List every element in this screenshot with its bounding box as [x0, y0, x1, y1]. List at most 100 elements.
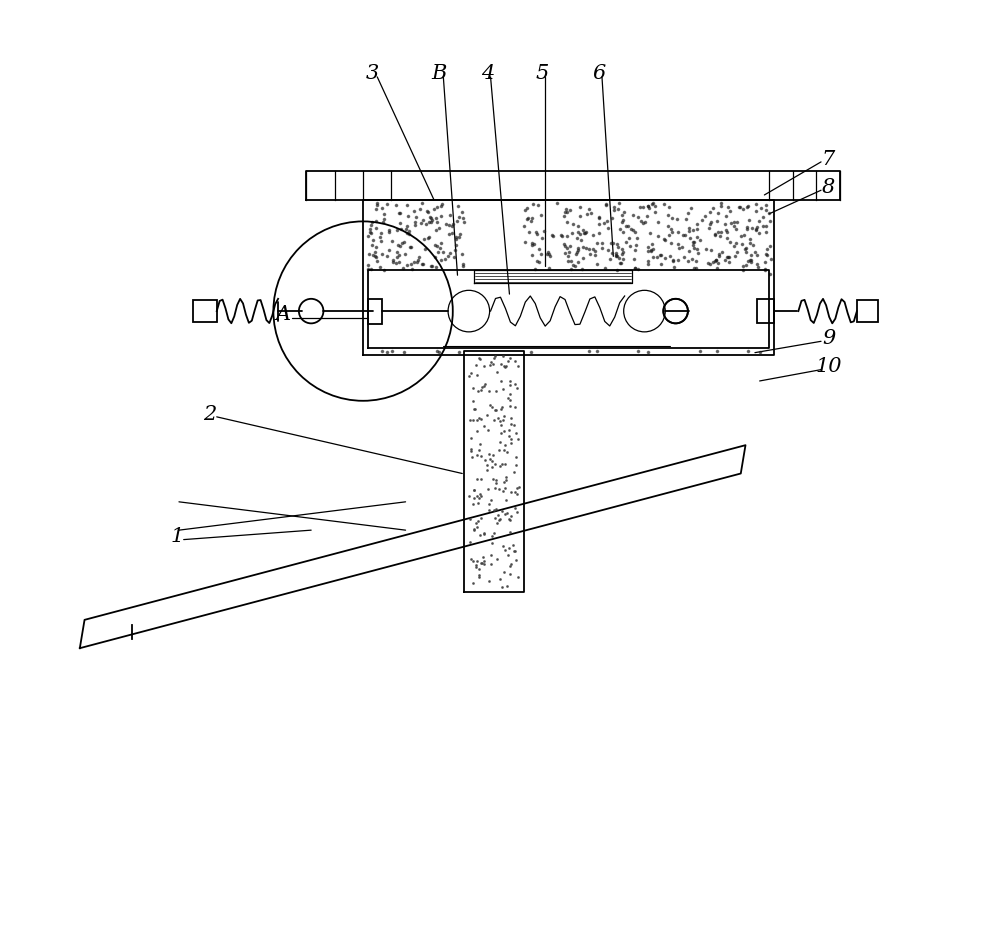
Point — [365, 247, 381, 262]
Point — [637, 214, 653, 229]
Point — [575, 240, 591, 255]
Point — [487, 402, 503, 418]
Point — [461, 488, 477, 503]
Point — [525, 196, 541, 211]
Point — [433, 199, 449, 214]
Point — [739, 219, 755, 234]
Point — [485, 356, 501, 371]
Point — [407, 215, 423, 230]
Point — [752, 345, 768, 360]
Point — [481, 574, 497, 589]
Point — [742, 253, 758, 268]
Point — [587, 247, 603, 262]
Point — [485, 448, 501, 463]
Point — [610, 240, 626, 255]
Point — [455, 259, 471, 274]
Point — [403, 240, 419, 255]
Point — [423, 259, 439, 274]
Point — [719, 230, 735, 245]
Point — [399, 225, 415, 241]
Point — [369, 197, 385, 212]
Point — [493, 425, 509, 440]
Point — [618, 234, 634, 249]
Point — [507, 400, 523, 415]
Point — [516, 219, 532, 234]
Point — [441, 226, 457, 241]
Point — [392, 216, 408, 231]
Point — [472, 437, 488, 452]
Point — [469, 554, 485, 569]
Point — [502, 399, 518, 414]
Point — [702, 256, 718, 271]
Point — [482, 398, 498, 413]
Point — [640, 253, 656, 268]
Point — [627, 260, 643, 276]
Point — [722, 203, 738, 218]
Point — [519, 211, 535, 226]
Point — [430, 244, 446, 259]
Point — [623, 222, 639, 237]
Point — [494, 580, 510, 595]
Point — [360, 261, 376, 277]
Point — [496, 564, 512, 580]
Point — [649, 250, 665, 265]
Point — [541, 247, 557, 262]
Point — [506, 465, 522, 480]
Point — [717, 253, 733, 268]
Point — [763, 251, 779, 266]
Point — [686, 259, 702, 275]
Point — [670, 252, 686, 267]
Point — [557, 205, 573, 220]
Point — [499, 444, 515, 459]
Point — [729, 244, 745, 259]
Point — [603, 235, 619, 250]
Point — [677, 227, 693, 242]
Point — [503, 484, 519, 499]
Point — [751, 225, 767, 241]
Point — [415, 257, 431, 272]
Point — [485, 471, 501, 486]
Point — [650, 228, 666, 243]
Point — [647, 198, 663, 213]
Point — [502, 566, 518, 581]
Point — [626, 251, 642, 266]
Point — [657, 233, 673, 248]
Point — [738, 258, 754, 273]
Point — [751, 213, 767, 228]
Point — [451, 229, 467, 244]
Point — [692, 344, 708, 359]
Point — [675, 227, 691, 242]
Point — [531, 255, 547, 270]
Point — [545, 229, 561, 244]
Point — [481, 502, 497, 517]
Point — [360, 258, 376, 273]
Point — [465, 576, 481, 591]
Point — [629, 231, 645, 246]
Point — [710, 255, 726, 270]
Point — [493, 356, 509, 371]
Point — [483, 556, 499, 571]
Point — [688, 254, 704, 269]
Point — [605, 235, 621, 250]
Point — [360, 228, 376, 243]
Point — [644, 196, 660, 211]
Point — [400, 208, 416, 223]
Point — [379, 197, 395, 212]
Point — [508, 457, 524, 473]
Point — [556, 208, 572, 223]
Point — [740, 343, 756, 358]
Point — [497, 359, 513, 374]
Text: A: A — [275, 305, 290, 325]
Point — [523, 213, 539, 228]
Point — [581, 202, 597, 217]
Point — [433, 253, 449, 268]
Point — [419, 204, 435, 219]
Point — [367, 244, 383, 259]
Point — [717, 217, 733, 232]
Point — [660, 218, 676, 233]
Point — [710, 224, 726, 240]
Text: B: B — [431, 63, 446, 82]
Point — [689, 241, 705, 257]
Point — [757, 262, 773, 277]
Point — [466, 402, 482, 417]
